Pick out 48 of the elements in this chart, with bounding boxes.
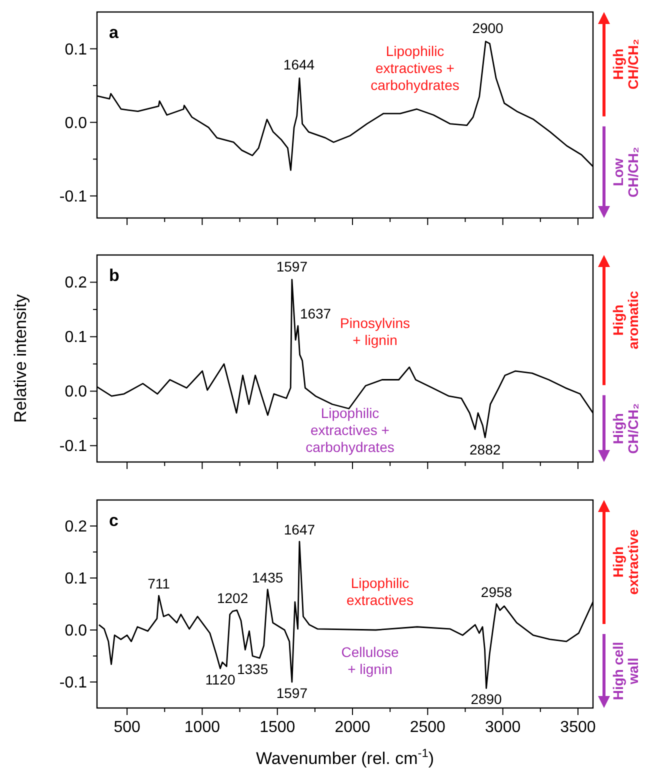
text: High CH/CH₂ <box>610 38 641 90</box>
annotation: Lipophilic extractives + carbohydrates <box>370 43 460 93</box>
annotation: 1202 <box>216 590 248 606</box>
annotation: 2900 <box>472 20 504 36</box>
x-tick-label: 500 <box>114 719 141 736</box>
annotation: 2882 <box>470 442 501 458</box>
text: High aromatic <box>610 290 641 350</box>
annotation: 711 <box>148 576 170 592</box>
text: b <box>109 266 120 285</box>
y-tick-label: -0.1 <box>59 188 88 206</box>
x-tick-label: 3000 <box>485 719 521 736</box>
text: High cell wall <box>610 642 641 700</box>
y-tick-label: 0.0 <box>64 114 88 132</box>
x-tick-label: 1000 <box>184 719 220 736</box>
x-tick-label: 2000 <box>334 719 370 736</box>
y-tick-label: 0.1 <box>64 329 88 346</box>
annotation: Cellulose + lignin <box>341 644 400 677</box>
annotation: 1335 <box>236 661 268 678</box>
y-tick-label: 0.0 <box>64 384 88 401</box>
x-tick-label: 1500 <box>260 719 296 736</box>
annotation: 1637 <box>300 306 332 322</box>
y-tick-label: -0.1 <box>59 438 88 456</box>
y-tick-label: 0.1 <box>64 41 88 58</box>
x-tick-label: 2500 <box>410 719 446 736</box>
annotation: Pinosylvins + lignin <box>340 315 410 348</box>
annotation: 1120 <box>205 671 236 688</box>
text: c <box>109 511 118 530</box>
annotation: 1597 <box>276 685 308 701</box>
annotation: 1435 <box>252 569 284 586</box>
text: a <box>109 23 119 42</box>
text: High extractive <box>610 529 641 595</box>
annotation: Lipophilic extractives + carbohydrates <box>306 405 394 455</box>
y-tick-label: 0.2 <box>64 274 88 292</box>
y-tick-label: 0.0 <box>64 622 88 640</box>
y-axis-title: Relative intensity <box>11 294 30 423</box>
y-tick-label: -0.1 <box>59 674 88 692</box>
text: Low CH/CH₂ <box>610 146 641 198</box>
annotation: Lipophilic extractives <box>346 575 414 608</box>
annotation: 2890 <box>470 691 502 708</box>
x-axis-title: Wavenumber (rel. cm$^{-1}$) <box>256 746 434 768</box>
text: High CH/CH₂ <box>610 403 641 454</box>
annotation: 2958 <box>480 584 512 600</box>
x-tick-label: 3500 <box>560 719 596 736</box>
annotation: 1644 <box>283 56 315 73</box>
y-tick-label: 0.1 <box>64 570 88 588</box>
annotation: 1647 <box>284 522 316 538</box>
y-tick-label: 0.2 <box>64 518 88 536</box>
annotation: 1597 <box>276 258 308 274</box>
